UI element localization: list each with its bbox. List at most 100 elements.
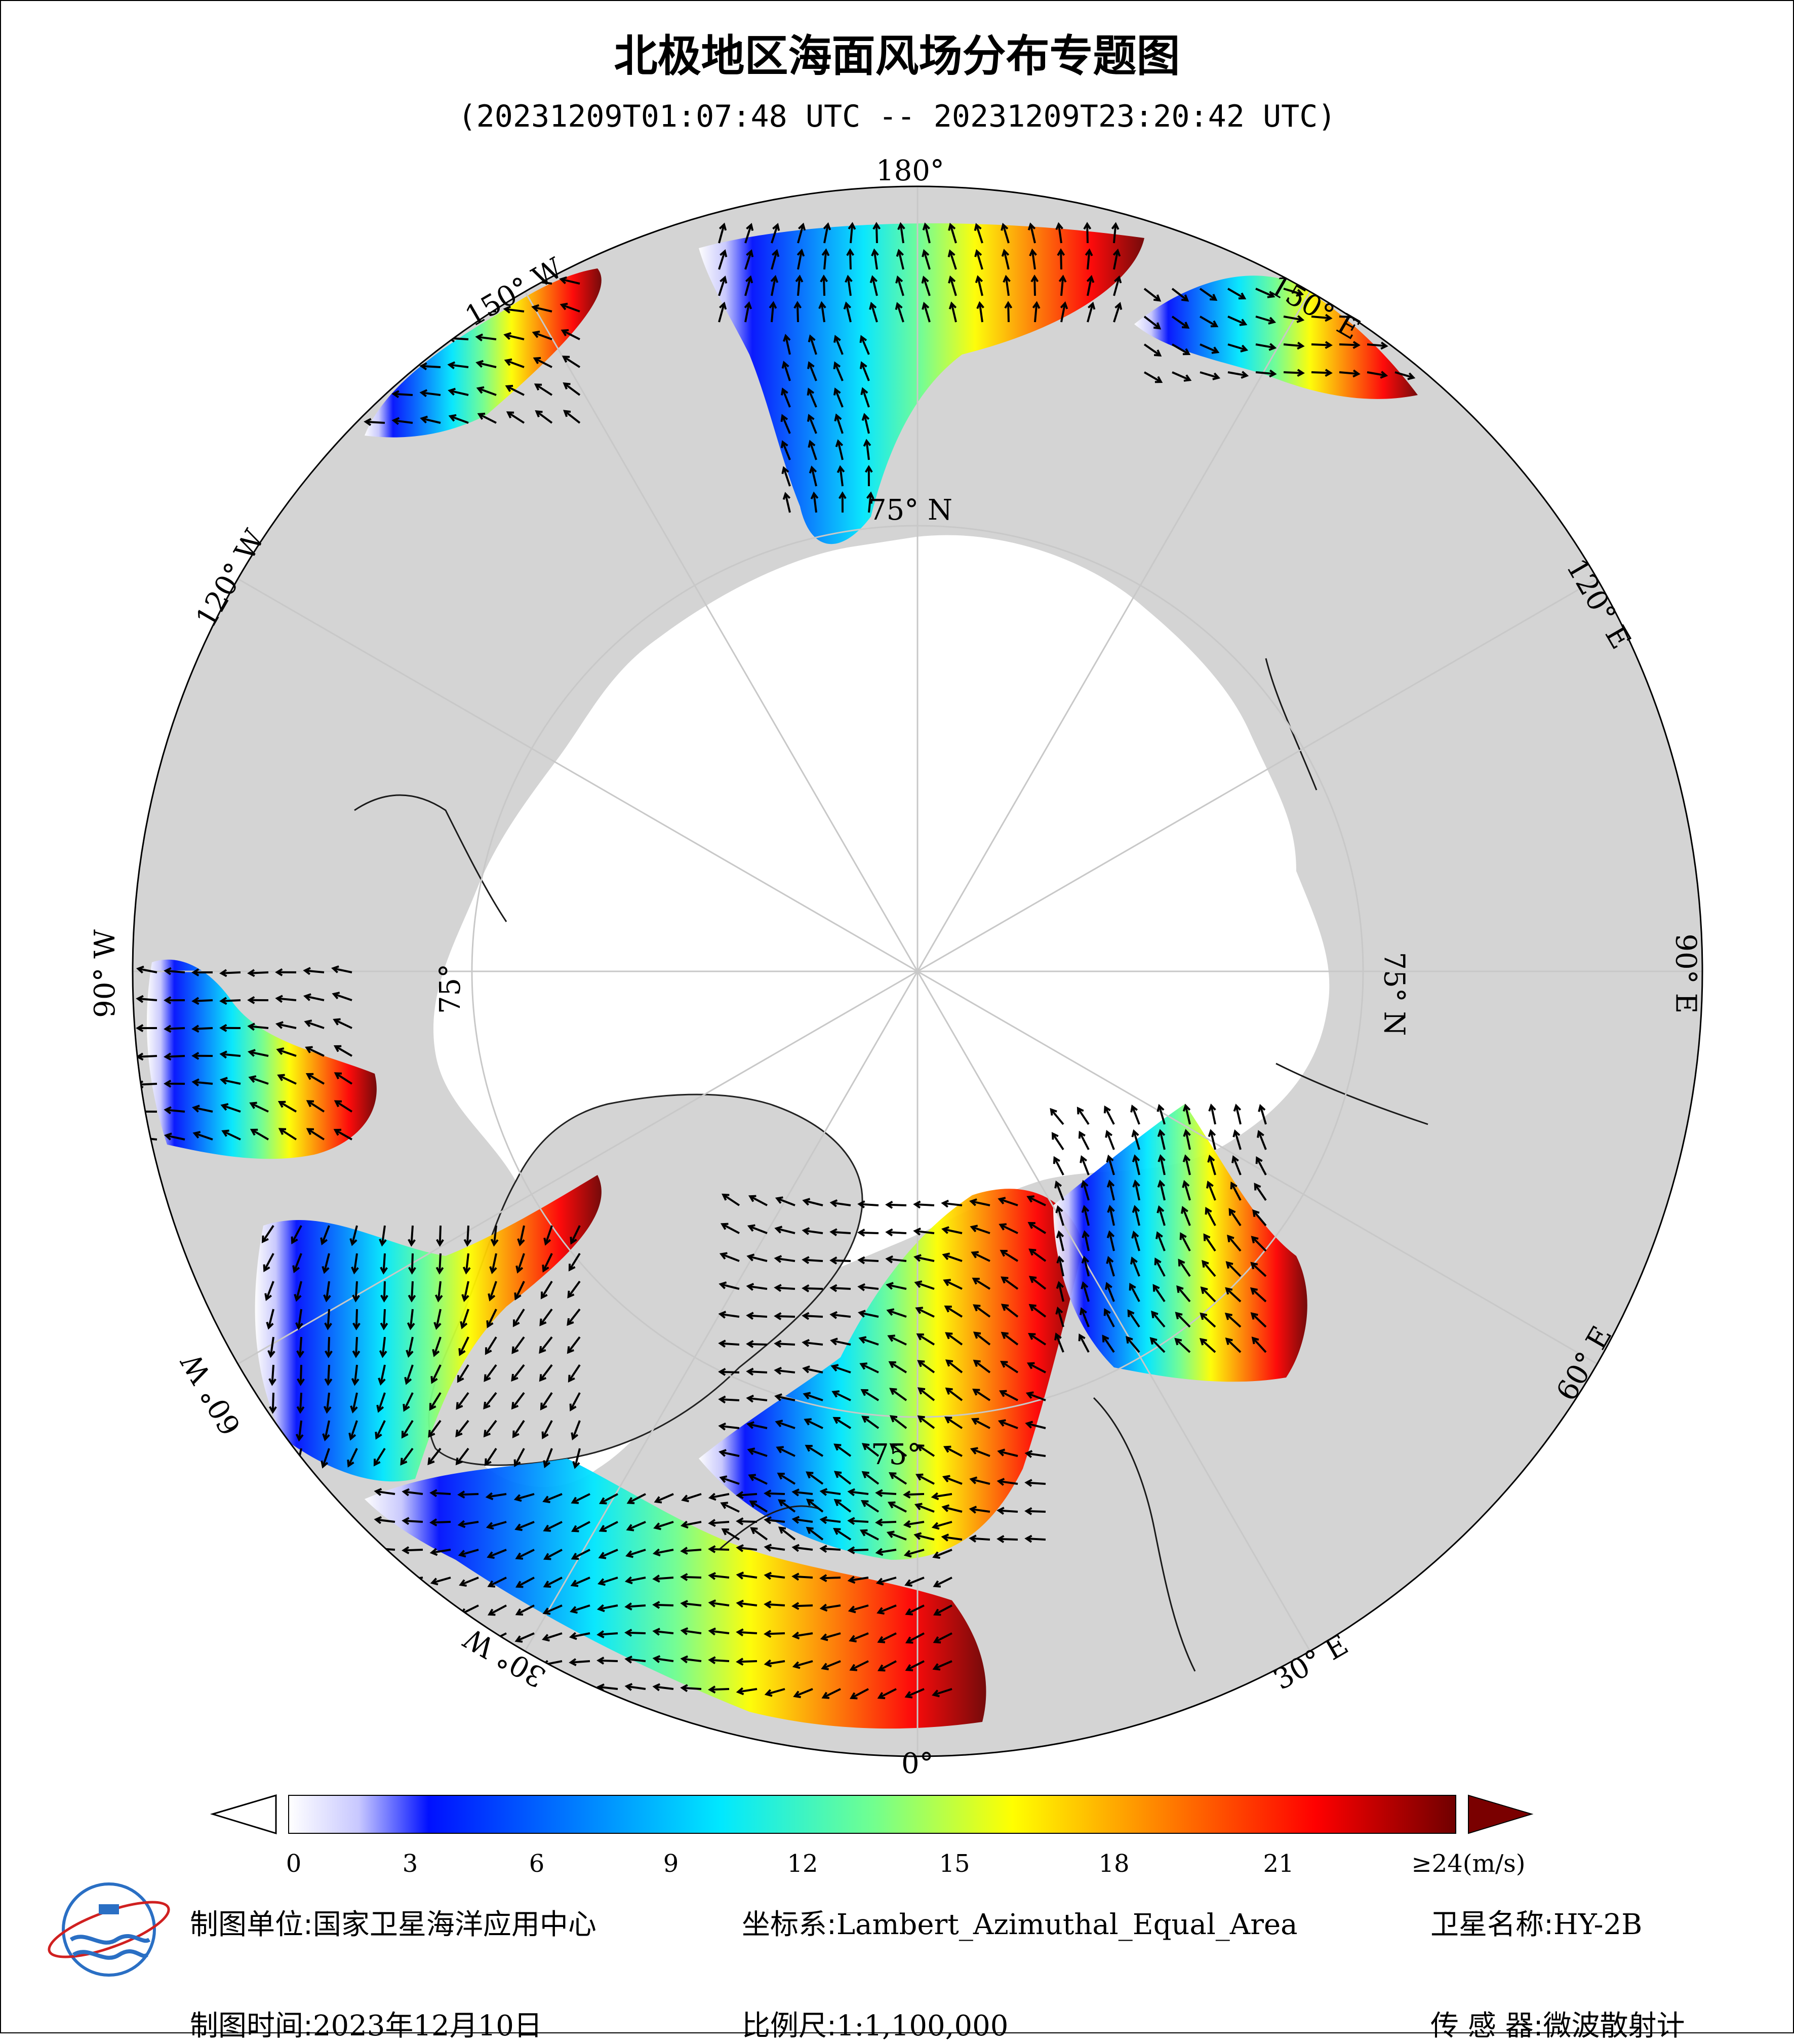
wind-arrow-head	[515, 1688, 521, 1695]
colorbar-tick-12: 12	[787, 1850, 818, 1878]
colorbar-tick-0: 0	[286, 1850, 302, 1878]
wind-arrow-head	[366, 363, 371, 369]
wind-arrow-head	[405, 1636, 411, 1642]
wind-arrow-head	[461, 1665, 467, 1670]
wind-arrow-head	[433, 1608, 439, 1614]
wind-arrow-head	[1381, 314, 1386, 320]
colorbar-max-label: ≥24(m/s)	[1411, 1850, 1525, 1878]
wind-arrow	[999, 1539, 1018, 1540]
wind-arrow	[433, 1633, 451, 1642]
wind-arrow-head	[543, 1687, 548, 1693]
wind-arrow-head	[366, 391, 371, 398]
wind-arrow	[421, 281, 441, 284]
wind-arrow	[393, 309, 413, 311]
wind-arrow	[738, 1521, 757, 1522]
wind-arrow	[738, 1661, 757, 1662]
wind-arrow-head	[366, 334, 371, 340]
footer-sat-label: 卫星名称:	[1430, 1908, 1553, 1941]
wind-arrow	[377, 1661, 395, 1668]
colorbar-tick-6: 6	[529, 1850, 545, 1878]
wind-arrow	[272, 1421, 273, 1440]
footer-unit-label: 制图单位:	[190, 1908, 313, 1941]
wind-arrow	[766, 1493, 785, 1494]
wind-arrow-head	[421, 279, 427, 285]
colorbar-tick-3: 3	[403, 1850, 418, 1878]
wind-arrow	[421, 310, 441, 311]
wind-arrow-head	[433, 1665, 440, 1671]
wind-arrow-head	[393, 306, 399, 312]
wind-arrow	[1367, 317, 1386, 318]
wind-arrow	[488, 1689, 506, 1695]
wind-arrow-head	[376, 1546, 381, 1552]
wind-arrow-head	[377, 1664, 383, 1670]
wind-arrow	[1026, 1511, 1046, 1512]
lon-label-180: 180°	[876, 154, 944, 187]
wind-arrow-head	[393, 364, 399, 370]
wind-arrow	[384, 1281, 385, 1301]
wind-arrow	[682, 1577, 701, 1578]
wind-arrow-head	[138, 1109, 143, 1115]
wind-arrow	[377, 1633, 395, 1638]
wind-arrow	[1311, 372, 1331, 373]
wind-arrow	[1087, 224, 1088, 243]
wind-arrow	[1395, 344, 1414, 348]
wind-arrow	[393, 338, 413, 339]
wind-arrow-head	[1409, 286, 1414, 292]
wind-arrow-head	[406, 1665, 412, 1670]
wind-arrow	[776, 1316, 795, 1317]
footer-sensor: 传 感 器:微波散射计	[1430, 2003, 1685, 2044]
lat-label-top: 75° N	[868, 494, 952, 527]
colorbar	[213, 1795, 1532, 1833]
footer-crs-label: 坐标系:	[742, 1908, 836, 1941]
footer-unit-value: 国家卫星海洋应用中心	[313, 1908, 596, 1941]
wind-arrow	[433, 1689, 451, 1698]
wind-arrow	[271, 1448, 273, 1468]
wind-arrow	[366, 366, 385, 367]
wind-arrow	[804, 1288, 823, 1289]
lon-label-90w: 90° W	[89, 929, 122, 1018]
lat-label-left: 75°	[434, 964, 467, 1014]
wind-arrow-head	[394, 278, 400, 284]
wind-arrow	[461, 1661, 479, 1670]
footer-time-value: 2023年12月10日	[313, 2010, 542, 2042]
wind-arrow	[405, 1633, 423, 1640]
footer-unit: 制图单位:国家卫星海洋应用中心	[190, 1902, 596, 1943]
wind-arrow-head	[269, 1462, 275, 1468]
wind-arrow-head	[433, 1637, 440, 1642]
colorbar-min-triangle	[213, 1795, 276, 1833]
wind-arrow-head	[377, 1634, 383, 1640]
colorbar-tick-15: 15	[939, 1850, 970, 1878]
footer-sat-value: HY-2B	[1553, 1908, 1642, 1941]
wind-arrow	[1008, 303, 1009, 322]
wind-arrow-head	[477, 280, 483, 286]
wind-arrow	[850, 250, 851, 269]
wind-arrow-head	[571, 1685, 576, 1692]
map-disk	[133, 186, 1702, 1756]
wind-arrow	[461, 1689, 479, 1697]
footer-satellite: 卫星名称:HY-2B	[1430, 1902, 1642, 1943]
wind-arrow-head	[1325, 288, 1330, 294]
wind-arrow-head	[269, 1434, 275, 1440]
wind-arrow	[449, 283, 468, 284]
wind-arrow	[905, 1494, 924, 1495]
footer-sensor-value: 微波散射计	[1543, 2010, 1685, 2042]
wind-arrow	[433, 1661, 451, 1670]
wind-arrow-head	[433, 1693, 440, 1698]
wind-arrow	[356, 1309, 357, 1328]
colorbar-gradient	[289, 1795, 1456, 1833]
wind-arrow	[366, 337, 385, 339]
colorbar-tick-9: 9	[663, 1850, 679, 1878]
wind-arrow	[1034, 277, 1035, 296]
wind-arrow-head	[406, 1693, 412, 1699]
wind-arrow-head	[367, 276, 373, 282]
wind-arrow	[405, 1605, 423, 1610]
wind-arrow	[459, 1494, 479, 1495]
wind-arrow-head	[393, 335, 399, 341]
lon-label-0: 0°	[901, 1747, 934, 1780]
wind-arrow-head	[1381, 286, 1386, 292]
wind-arrow	[710, 1549, 729, 1550]
wind-arrow	[406, 1689, 423, 1698]
wind-arrow	[793, 1605, 813, 1606]
wind-arrow	[433, 1605, 451, 1613]
